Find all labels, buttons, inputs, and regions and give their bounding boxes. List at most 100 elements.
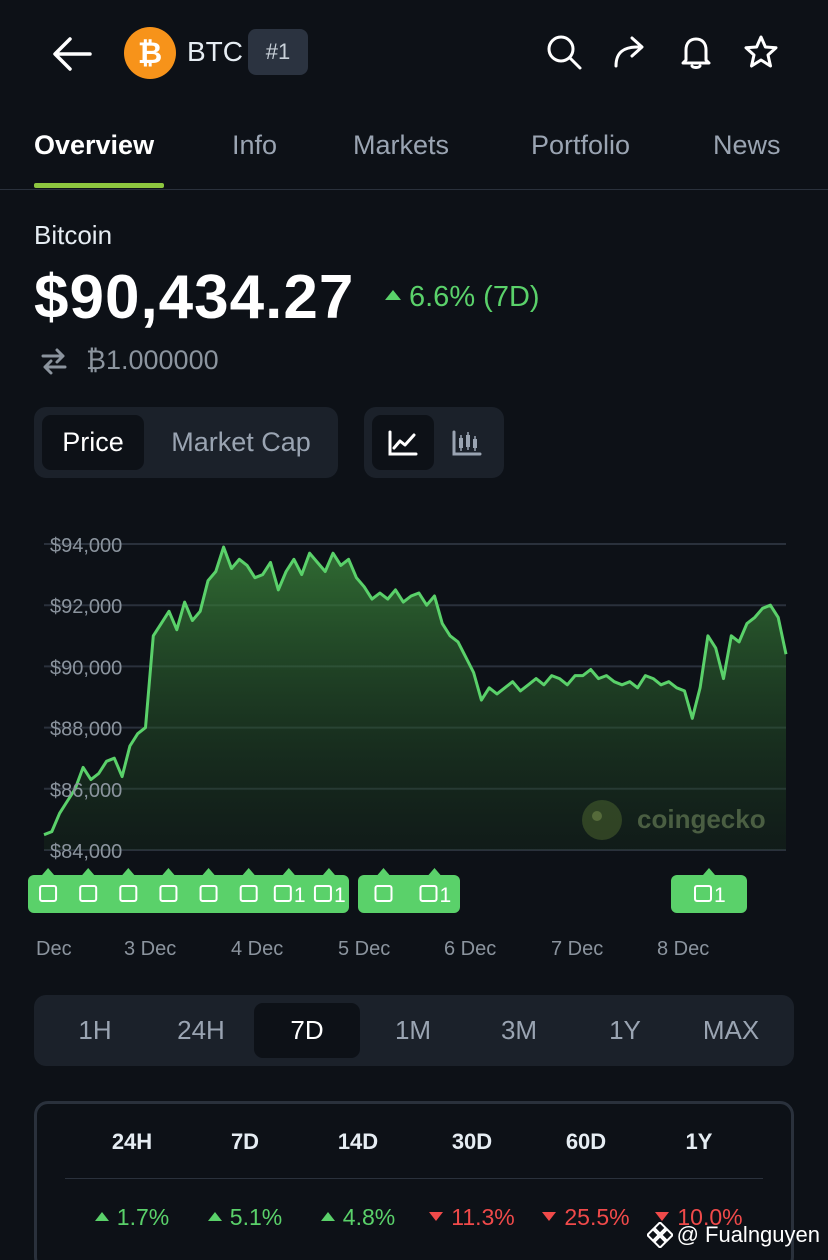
perf-value-60d-text: 25.5% — [564, 1204, 630, 1230]
news-badge-pointer — [82, 868, 95, 875]
triangle-down-icon — [655, 1212, 670, 1222]
news-badge-group[interactable] — [28, 875, 349, 913]
search-icon[interactable] — [544, 32, 584, 72]
price-line — [43, 545, 788, 837]
btc-conversion[interactable]: ₿1.000000 — [40, 345, 219, 376]
perf-value-14d-text: 4.8% — [342, 1204, 396, 1230]
perf-value-60d: 25.5% — [521, 1204, 651, 1231]
arrow-left-icon[interactable] — [50, 34, 94, 74]
perf-header-1y: 1Y — [685, 1129, 713, 1154]
y-tick-label: $94,000 — [50, 535, 122, 557]
perf-header-30d: 30D — [451, 1129, 493, 1154]
app-header: ₿ BTC #1 — [0, 0, 828, 108]
perf-value-7d: 5.1% — [180, 1204, 310, 1231]
x-tick-label: 3 Dec — [124, 938, 176, 960]
news-count: 1 — [294, 884, 306, 907]
news-badge-pointer — [322, 868, 335, 875]
newspaper-icon — [119, 885, 138, 902]
performance-table: 24H 7D 14D 30D 60D 1Y 1.7% 5.1% 4.8% 11.… — [34, 1101, 794, 1260]
perf-header-7d: 7D — [230, 1129, 260, 1154]
swap-arrows-icon — [41, 348, 67, 374]
newspaper-icon — [239, 885, 258, 902]
newspaper-icon — [694, 885, 712, 902]
tab-overview[interactable]: Overview — [34, 130, 155, 160]
triangle-up-icon — [385, 290, 401, 301]
star-icon[interactable] — [741, 32, 781, 72]
triangle-up-icon — [94, 1212, 109, 1222]
news-badge-pointer — [703, 868, 715, 875]
tab-portfolio[interactable]: Portfolio — [531, 130, 631, 160]
news-badge-pointer — [377, 868, 390, 875]
tab-info[interactable]: Info — [232, 130, 278, 160]
perf-header-14d: 14D — [337, 1129, 379, 1154]
range-1y[interactable]: 1Y — [609, 1015, 641, 1045]
newspaper-icon — [79, 885, 98, 902]
perf-header-24h: 24H — [111, 1129, 153, 1154]
coin-symbol: BTC — [187, 36, 243, 67]
range-24h[interactable]: 24H — [177, 1015, 225, 1045]
range-1h[interactable]: 1H — [78, 1015, 112, 1045]
btc-conversion-value: ₿1.000000 — [86, 345, 219, 375]
active-tab-indicator — [34, 183, 164, 188]
perf-value-24h: 1.7% — [67, 1204, 197, 1231]
tab-markets[interactable]: Markets — [353, 130, 450, 160]
x-tick-label: 8 Dec — [657, 938, 709, 960]
price-change: 6.6% (7D) — [385, 281, 540, 314]
news-count: 1 — [440, 884, 452, 907]
news-badge-pointer — [428, 868, 441, 875]
chart-metric-toggle: Price Market Cap — [34, 407, 338, 478]
newspaper-icon — [159, 885, 178, 902]
price-area — [44, 547, 786, 850]
y-tick-label: $88,000 — [50, 719, 122, 741]
range-3m[interactable]: 3M — [500, 1015, 538, 1045]
newspaper-icon — [419, 885, 438, 902]
range-7d[interactable]: 7D — [254, 1003, 360, 1058]
perf-value-30d-text: 11.3% — [451, 1204, 515, 1230]
price-chart[interactable]: coingecko $94,000$92,000$90,000$88,000$8… — [0, 520, 828, 960]
price-chart-svg: coingecko $94,000$92,000$90,000$88,000$8… — [28, 535, 788, 960]
news-badge-pointer — [202, 868, 215, 875]
news-badge-group[interactable] — [358, 875, 460, 913]
bell-icon[interactable] — [676, 32, 716, 72]
bitcoin-logo: ₿ — [124, 27, 176, 79]
perf-header-60d: 60D — [565, 1129, 607, 1154]
line-chart-icon[interactable] — [372, 415, 434, 470]
news-badge-group[interactable] — [671, 875, 747, 913]
newspaper-icon — [374, 885, 393, 902]
coin-name: Bitcoin — [34, 220, 113, 250]
perf-value-7d-text: 5.1% — [229, 1204, 283, 1230]
y-tick-label: $90,000 — [50, 657, 122, 679]
author-watermark-text: @ Fualnguyen — [676, 1222, 820, 1247]
perf-value-14d: 4.8% — [293, 1204, 423, 1231]
coin-price: $90,434.27 — [34, 263, 355, 332]
y-tick-label: $84,000 — [50, 841, 122, 863]
candlestick-icon[interactable] — [436, 415, 498, 470]
perf-value-1y-text: 10.0% — [677, 1204, 743, 1230]
tab-bar: Overview Info Markets Portfolio News — [0, 108, 828, 190]
range-1m[interactable]: 1M — [394, 1015, 432, 1045]
news-count: 1 — [334, 884, 346, 907]
perf-value-30d: 11.3% — [407, 1204, 537, 1231]
market-cap-toggle[interactable]: Market Cap — [171, 427, 311, 457]
binance-logo-icon — [646, 1222, 673, 1248]
range-max[interactable]: MAX — [702, 1015, 760, 1045]
y-tick-label: $92,000 — [50, 596, 122, 618]
tab-news[interactable]: News — [713, 130, 781, 160]
x-tick-label: 5 Dec — [338, 938, 390, 960]
perf-divider — [65, 1178, 763, 1179]
perf-value-1y: 10.0% — [634, 1204, 764, 1231]
author-watermark: @ Fualnguyen — [646, 1222, 820, 1248]
triangle-up-icon — [320, 1212, 335, 1222]
news-badge-pointer — [122, 868, 135, 875]
triangle-down-icon — [429, 1212, 444, 1222]
x-tick-label: Dec — [36, 938, 72, 960]
chart-type-toggle — [364, 407, 504, 478]
y-tick-label: $86,000 — [50, 780, 122, 802]
share-icon[interactable] — [610, 32, 650, 72]
newspaper-icon — [39, 885, 58, 902]
price-toggle[interactable]: Price — [42, 415, 144, 470]
news-badge-pointer — [42, 868, 55, 875]
news-badge-pointer — [282, 868, 295, 875]
triangle-up-icon — [207, 1212, 222, 1222]
price-change-value: 6.6% (7D) — [409, 281, 540, 313]
